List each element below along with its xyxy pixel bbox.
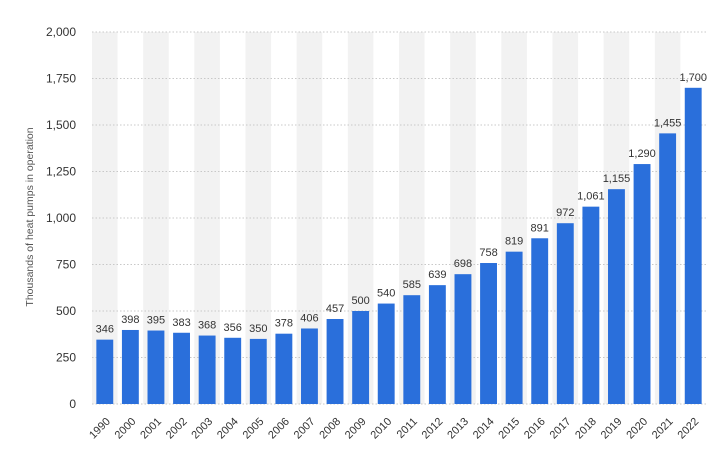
y-tick-label: 1,750 <box>46 72 76 86</box>
bar <box>249 338 267 404</box>
x-tick-label: 2017 <box>548 416 574 442</box>
bar <box>147 330 165 404</box>
data-label: 585 <box>403 279 421 291</box>
bar <box>121 329 139 404</box>
x-tick-label: 2020 <box>624 416 650 442</box>
y-tick-label: 1,250 <box>46 165 76 179</box>
y-tick-label: 500 <box>56 304 76 318</box>
gridlines <box>92 31 706 405</box>
data-label: 346 <box>96 324 114 336</box>
data-label: 972 <box>556 207 574 219</box>
bar <box>505 251 523 404</box>
data-label: 698 <box>454 258 472 270</box>
data-label: 383 <box>172 317 190 329</box>
x-tick-label: 2004 <box>215 416 241 442</box>
bar <box>96 339 114 404</box>
x-axis-ticks: 1990 2000 2001 2002 2003 2004 2005 2006 2007 2008… <box>87 416 701 442</box>
data-label: 368 <box>198 320 216 332</box>
x-tick-label: 2008 <box>317 416 343 442</box>
y-tick-label: 1,000 <box>46 211 76 225</box>
data-label: 891 <box>531 222 549 234</box>
data-label: 378 <box>275 318 293 330</box>
x-tick-label: 2015 <box>496 416 522 442</box>
bar <box>633 164 651 404</box>
bar <box>275 333 293 404</box>
data-label: 1,700 <box>679 72 707 84</box>
data-label: 406 <box>300 312 318 324</box>
x-tick-label: 2006 <box>266 416 292 442</box>
bar <box>377 303 395 404</box>
data-label: 1,155 <box>603 173 631 185</box>
x-tick-label: 2021 <box>650 416 676 442</box>
bar <box>173 332 190 404</box>
x-tick-label: 2010 <box>369 416 395 442</box>
data-label: 457 <box>326 303 344 315</box>
bar <box>659 133 677 404</box>
x-tick-label: 2022 <box>676 416 702 442</box>
bar <box>224 337 242 404</box>
bar <box>531 238 549 404</box>
data-label: 356 <box>224 322 242 334</box>
bar <box>556 223 574 404</box>
bar <box>198 335 216 404</box>
x-tick-label: 2000 <box>113 416 139 442</box>
y-tick-label: 250 <box>56 351 76 365</box>
x-tick-label: 2003 <box>189 416 215 442</box>
x-tick-label: 2014 <box>471 416 497 442</box>
bar <box>582 206 600 404</box>
x-tick-label: 2016 <box>522 416 548 442</box>
bars <box>96 87 702 405</box>
bar <box>403 295 421 404</box>
data-label: 1,290 <box>628 148 656 160</box>
data-labels: 346 398 395 383 368 356 350 378 406 457 500 540 585 6… <box>96 72 707 336</box>
x-tick-label: 2018 <box>573 416 599 442</box>
x-tick-label: 2005 <box>241 416 267 442</box>
data-label: 500 <box>351 295 369 307</box>
data-label: 1,061 <box>577 191 605 203</box>
x-tick-label: 2019 <box>599 416 625 442</box>
data-label: 639 <box>428 269 446 281</box>
bar <box>301 328 318 404</box>
x-tick-label: 2002 <box>164 416 190 442</box>
bar <box>326 318 344 404</box>
x-tick-label: 2012 <box>420 416 446 442</box>
x-tick-label: 1990 <box>87 416 113 442</box>
data-label: 819 <box>505 236 523 248</box>
y-tick-label: 1,500 <box>46 118 76 132</box>
data-label: 758 <box>479 247 497 259</box>
bar <box>480 263 497 404</box>
x-tick-label: 2013 <box>445 416 471 442</box>
bar <box>454 274 472 404</box>
bar <box>608 189 625 404</box>
data-label: 398 <box>121 314 139 326</box>
y-axis-title: Thousands of heat pumps in operation <box>24 127 36 306</box>
data-label: 395 <box>147 315 165 327</box>
x-tick-label: 2011 <box>395 416 420 441</box>
y-tick-label: 2,000 <box>46 25 76 39</box>
x-tick-label: 2007 <box>292 416 318 442</box>
data-label: 1,455 <box>654 117 682 129</box>
data-label: 350 <box>249 323 267 335</box>
bar <box>352 311 370 404</box>
y-axis-ticks: 0 250 500 750 1,000 1,250 1,500 1,750 2,000 <box>46 25 76 411</box>
y-tick-label: 0 <box>69 397 76 411</box>
y-tick-label: 750 <box>56 258 76 272</box>
bar <box>428 285 446 404</box>
x-tick-label: 2009 <box>343 416 369 442</box>
bar <box>684 87 702 405</box>
x-tick-label: 2001 <box>138 416 164 442</box>
data-label: 540 <box>377 288 395 300</box>
